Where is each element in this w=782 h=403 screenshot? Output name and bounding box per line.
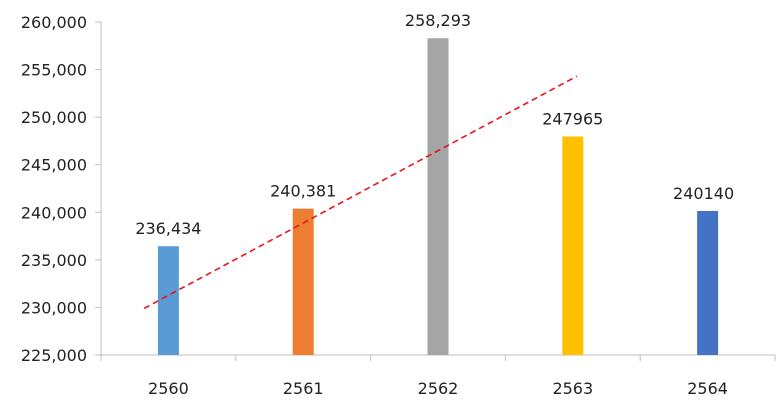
x-tick-label: 2561 — [283, 379, 324, 398]
x-tick-label: 2564 — [687, 379, 728, 398]
data-label: 258,293 — [405, 11, 471, 30]
y-tick-label: 260,000 — [21, 13, 87, 32]
y-tick-label: 250,000 — [21, 108, 87, 127]
y-tick-label: 235,000 — [21, 251, 87, 270]
bar — [562, 136, 584, 355]
y-tick-label: 255,000 — [21, 61, 87, 80]
y-tick-label: 240,000 — [21, 203, 87, 222]
bar — [157, 246, 179, 355]
bar — [427, 38, 449, 356]
data-label: 240140 — [673, 184, 734, 203]
data-label: 247965 — [542, 110, 603, 129]
data-label: 240,381 — [270, 182, 336, 201]
y-tick-label: 225,000 — [21, 346, 87, 365]
bar-series — [157, 38, 719, 356]
bar — [292, 208, 314, 355]
x-axis: 2560 2561 2562 2563 2564 — [100, 354, 776, 398]
y-tick-label: 245,000 — [21, 156, 87, 175]
data-label: 236,434 — [135, 219, 201, 238]
y-axis: 225,000 230,000 235,000 240,000 245,000 250,0… — [21, 13, 102, 365]
data-label-group: 236,434 240,381 258,293 247965 240140 — [135, 11, 734, 238]
x-tick-group: 2560 2561 2562 2563 2564 — [100, 355, 776, 398]
trendline — [143, 75, 578, 310]
bar — [697, 210, 719, 355]
x-tick-label: 2562 — [418, 379, 459, 398]
y-tick-label: 230,000 — [21, 298, 87, 317]
x-tick-label: 2563 — [552, 379, 593, 398]
x-tick-label: 2560 — [148, 379, 189, 398]
y-tick-group: 225,000 230,000 235,000 240,000 245,000 250,0… — [21, 13, 101, 365]
